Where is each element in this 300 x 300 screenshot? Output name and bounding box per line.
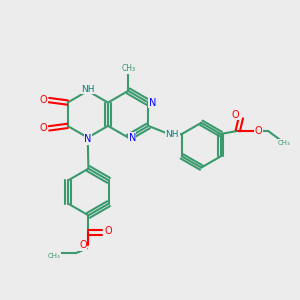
Text: CH₃: CH₃ [278,140,291,146]
Text: O: O [254,126,262,136]
Text: O: O [104,226,112,236]
Text: CH₃: CH₃ [121,64,135,73]
Text: CH₃: CH₃ [48,253,61,259]
Text: O: O [232,110,239,120]
Text: NH: NH [81,85,94,94]
Text: O: O [40,123,47,134]
Text: NH: NH [166,130,179,139]
Text: N: N [149,98,156,108]
Text: O: O [40,95,47,105]
Text: N: N [129,133,136,142]
Text: O: O [79,241,87,250]
Text: N: N [84,134,92,144]
